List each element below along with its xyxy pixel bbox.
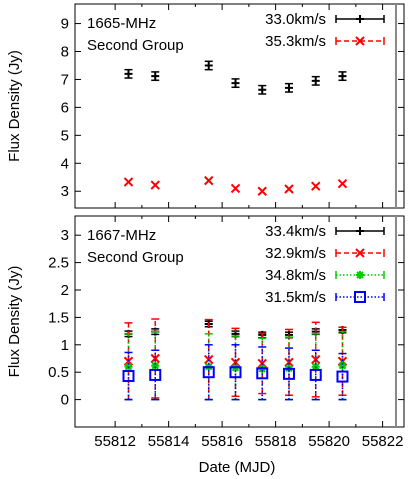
data-point: [309, 368, 322, 381]
data-point: [284, 357, 294, 368]
data-point: [256, 367, 269, 380]
data-point: [311, 181, 321, 191]
x-axis-title: Date (MJD): [199, 459, 276, 476]
legend-label: 31.5km/s: [265, 289, 326, 306]
data-point: [204, 354, 214, 365]
data-point: [338, 361, 347, 370]
panel-1665-mhz: 3 4 5 6 7 8 9 Flux Density (Jy) 1665-MHz Second G…: [6, 3, 405, 209]
legend-label: 32.9km/s: [265, 245, 326, 262]
data-point: [337, 178, 348, 189]
legend-marker: [356, 15, 364, 23]
legend-marker: [355, 36, 365, 46]
data-point: [151, 361, 160, 370]
y-tick-label: 3: [61, 183, 69, 200]
y-axis-title: Flux Density (Jy): [6, 266, 23, 378]
x-tick-label: 55818: [255, 433, 297, 450]
data-point: [230, 183, 241, 194]
y-tick-label: 9: [61, 16, 69, 33]
data-point: [284, 184, 294, 194]
data-point: [338, 72, 347, 81]
legend: 33.0km/s 35.3km/s: [265, 11, 385, 50]
y-tick-label: 2.5: [48, 255, 69, 272]
x-tick-label: 55822: [362, 433, 404, 450]
panel-title-line: Second Group: [87, 249, 184, 266]
y-tick-label: 2: [61, 282, 69, 299]
data-point: [124, 69, 133, 78]
legend-label: 35.3km/s: [265, 33, 326, 50]
data-point: [258, 85, 267, 94]
data-point: [257, 186, 267, 196]
legend-marker: [356, 271, 364, 279]
series-31.5km/s: [122, 344, 349, 401]
panel-1667-mhz: 0 0.5 1 1.5 2 2.5 3 Flux Density (Jy) 1667-MHz Se…: [6, 215, 405, 428]
legend: 33.4km/s 32.9km/s 34.8km/s 31.5km/s: [265, 223, 385, 306]
y-tick-label: 1.5: [48, 309, 69, 326]
y-tick-label: 3: [61, 227, 69, 244]
legend-marker: [355, 248, 365, 258]
series-33.0km/s: [124, 60, 347, 95]
data-point: [284, 83, 293, 92]
data-point: [151, 72, 160, 81]
data-point: [149, 368, 162, 381]
data-point: [336, 370, 349, 383]
legend-label: 33.4km/s: [265, 223, 326, 240]
legend-marker: [356, 227, 364, 235]
y-tick-label: 7: [61, 71, 69, 88]
data-point: [204, 175, 214, 186]
y-tick-label: 5: [61, 127, 69, 144]
legend-label: 33.0km/s: [265, 11, 326, 28]
panel-title-line: Second Group: [87, 37, 184, 54]
data-point: [282, 367, 295, 380]
data-point: [150, 353, 160, 364]
y-tick-label: 0: [61, 392, 69, 409]
y-tick-label: 6: [61, 99, 69, 116]
x-tick-label: 55814: [148, 433, 190, 450]
y-tick-label: 8: [61, 44, 69, 61]
y-tick-label: 4: [61, 155, 69, 172]
data-point: [204, 61, 213, 70]
legend-label: 34.8km/s: [265, 267, 326, 284]
data-point: [311, 354, 321, 365]
data-point: [311, 76, 320, 85]
series-35.3km/s: [123, 175, 348, 196]
panel-title-line: 1665-MHz: [87, 15, 156, 32]
data-point: [150, 180, 160, 190]
data-point: [231, 79, 240, 88]
legend-marker: [354, 291, 366, 303]
x-tick-label: 55820: [308, 433, 350, 450]
data-point: [122, 370, 135, 383]
y-axis-title: Flux Density (Jy): [6, 50, 23, 162]
x-axis-tick-labels: 55812 55814 55816 55818 55820 55822: [94, 433, 403, 450]
panel-title-line: 1667-MHz: [87, 227, 156, 244]
plot-frame: [74, 215, 405, 428]
x-tick-label: 55812: [94, 433, 136, 450]
y-tick-label: 1: [61, 337, 69, 354]
series-34.8km/s: [124, 330, 347, 401]
data-point: [202, 366, 215, 379]
y-tick-label: 0.5: [48, 364, 69, 381]
data-point: [123, 177, 134, 187]
plot-frame: [74, 3, 405, 209]
x-tick-label: 55816: [201, 433, 243, 450]
data-point: [229, 366, 242, 379]
